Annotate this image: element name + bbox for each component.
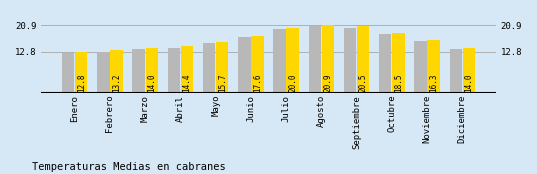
Text: 20.0: 20.0 <box>288 74 297 92</box>
Text: 13.2: 13.2 <box>112 74 121 92</box>
Bar <box>216 42 228 93</box>
Bar <box>392 33 404 93</box>
Bar <box>75 52 88 93</box>
Bar <box>203 44 215 93</box>
Bar <box>463 48 475 93</box>
Text: 17.6: 17.6 <box>253 74 262 92</box>
Text: Temperaturas Medias en cabranes: Temperaturas Medias en cabranes <box>32 162 226 172</box>
Bar <box>110 50 122 93</box>
Bar <box>415 41 427 93</box>
Bar <box>273 29 286 93</box>
Text: 14.0: 14.0 <box>147 74 156 92</box>
Bar <box>181 46 193 93</box>
Bar <box>62 53 74 93</box>
Bar <box>251 36 264 93</box>
Text: 20.5: 20.5 <box>359 74 368 92</box>
Bar <box>427 40 440 93</box>
Bar <box>238 37 251 93</box>
Bar <box>357 26 369 93</box>
Text: 14.0: 14.0 <box>465 74 473 92</box>
Bar <box>97 52 110 93</box>
Text: 14.4: 14.4 <box>183 74 191 92</box>
Bar <box>286 28 299 93</box>
Bar <box>379 34 391 93</box>
Bar <box>322 25 334 93</box>
Bar <box>168 48 180 93</box>
Bar <box>146 48 158 93</box>
Bar <box>309 26 321 93</box>
Text: 12.8: 12.8 <box>77 74 86 92</box>
Text: 20.9: 20.9 <box>323 74 332 92</box>
Text: 18.5: 18.5 <box>394 74 403 92</box>
Text: 16.3: 16.3 <box>429 74 438 92</box>
Bar <box>449 49 462 93</box>
Bar <box>133 49 145 93</box>
Bar <box>344 28 356 93</box>
Text: 15.7: 15.7 <box>217 74 227 92</box>
